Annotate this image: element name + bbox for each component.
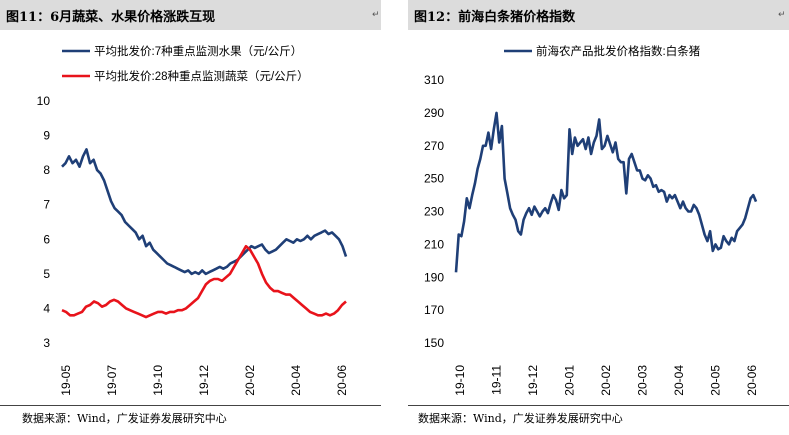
chart0-y-tick-label: 9 <box>43 129 50 143</box>
chart0-series-line-1 <box>61 244 347 319</box>
chart0-x-tick-label: 19-12 <box>197 365 211 396</box>
chart0-y-tick-label: 5 <box>43 267 50 281</box>
chart1-x-tick-label: 20-01 <box>563 365 577 396</box>
chart0-series-line-0 <box>61 148 348 276</box>
chart0-x-tick-label: 20-06 <box>335 365 349 396</box>
chart1-x-tick-label: 20-06 <box>745 365 759 396</box>
chart0-y-tick-label: 4 <box>43 301 50 315</box>
chart0-x-tick-label: 19-05 <box>59 365 73 396</box>
chart1-y-tick-label: 310 <box>424 73 444 87</box>
left-header-mark: ↵ <box>372 10 380 20</box>
chart1-y-tick-label: 150 <box>424 336 444 350</box>
chart0-y-tick-label: 10 <box>37 94 51 108</box>
chart0-legend-label-1: 平均批发价:28种重点监测蔬菜（元/公斤） <box>94 69 309 83</box>
chart1-series-line-0 <box>454 111 758 273</box>
chart0-legend-label-0: 平均批发价:7种重点监测水果（元/公斤） <box>94 44 302 58</box>
chart1-legend-label-0: 前海农产品批发价格指数:白条猪 <box>536 44 701 58</box>
left-footer-rule <box>0 405 381 406</box>
left-source-note: 数据来源：Wind，广发证券发展研究中心 <box>22 412 227 425</box>
chart1-y-tick-label: 250 <box>424 172 444 186</box>
chart0-x-tick-label: 19-10 <box>151 365 165 396</box>
right-chart: 150 170 190 210 230 250 270 290 310 19-10 19-11 19-… <box>424 44 759 396</box>
chart1-y-tick-label: 230 <box>424 205 444 219</box>
chart1-y-tick-label: 270 <box>424 139 444 153</box>
chart0-x-tick-label: 20-02 <box>243 365 257 396</box>
chart1-y-tick-label: 210 <box>424 237 444 251</box>
chart1-y-tick-label: 170 <box>424 303 444 317</box>
right-panel-header: 图12：前海白条猪价格指数 <box>408 0 789 30</box>
chart1-x-tick-label: 19-10 <box>453 365 467 396</box>
chart0-y-tick-label: 6 <box>43 232 50 246</box>
right-footer-rule <box>408 405 789 406</box>
chart1-x-tick-label: 20-04 <box>672 365 686 396</box>
left-panel-header: 图11：6月蔬菜、水果价格涨跌互现 <box>0 0 381 30</box>
chart1-x-tick-label: 19-12 <box>526 365 540 396</box>
chart1-y-tick-label: 290 <box>424 106 444 120</box>
chart1-y-tick-label: 190 <box>424 270 444 284</box>
right-header-mark: ↵ <box>778 10 786 20</box>
left-panel-title: 图11：6月蔬菜、水果价格涨跌互现 <box>6 9 216 25</box>
chart1-x-tick-label: 20-03 <box>636 365 650 396</box>
left-chart: 3 4 5 6 7 8 9 10 19-05 19-07 19-10 19-12 20-02 20-04 2… <box>37 44 349 396</box>
chart0-y-tick-label: 3 <box>43 336 50 350</box>
chart0-y-tick-label: 8 <box>43 163 50 177</box>
right-source-note: 数据来源：Wind，广发证券发展研究中心 <box>418 412 623 425</box>
chart1-x-tick-label: 20-05 <box>709 365 723 396</box>
chart1-x-tick-label: 20-02 <box>599 365 613 396</box>
chart1-x-tick-label: 19-11 <box>490 365 504 395</box>
chart0-x-tick-label: 20-04 <box>289 365 303 396</box>
chart0-y-tick-label: 7 <box>43 198 50 212</box>
right-panel-title: 图12：前海白条猪价格指数 <box>414 9 576 25</box>
chart0-x-tick-label: 19-07 <box>105 365 119 396</box>
